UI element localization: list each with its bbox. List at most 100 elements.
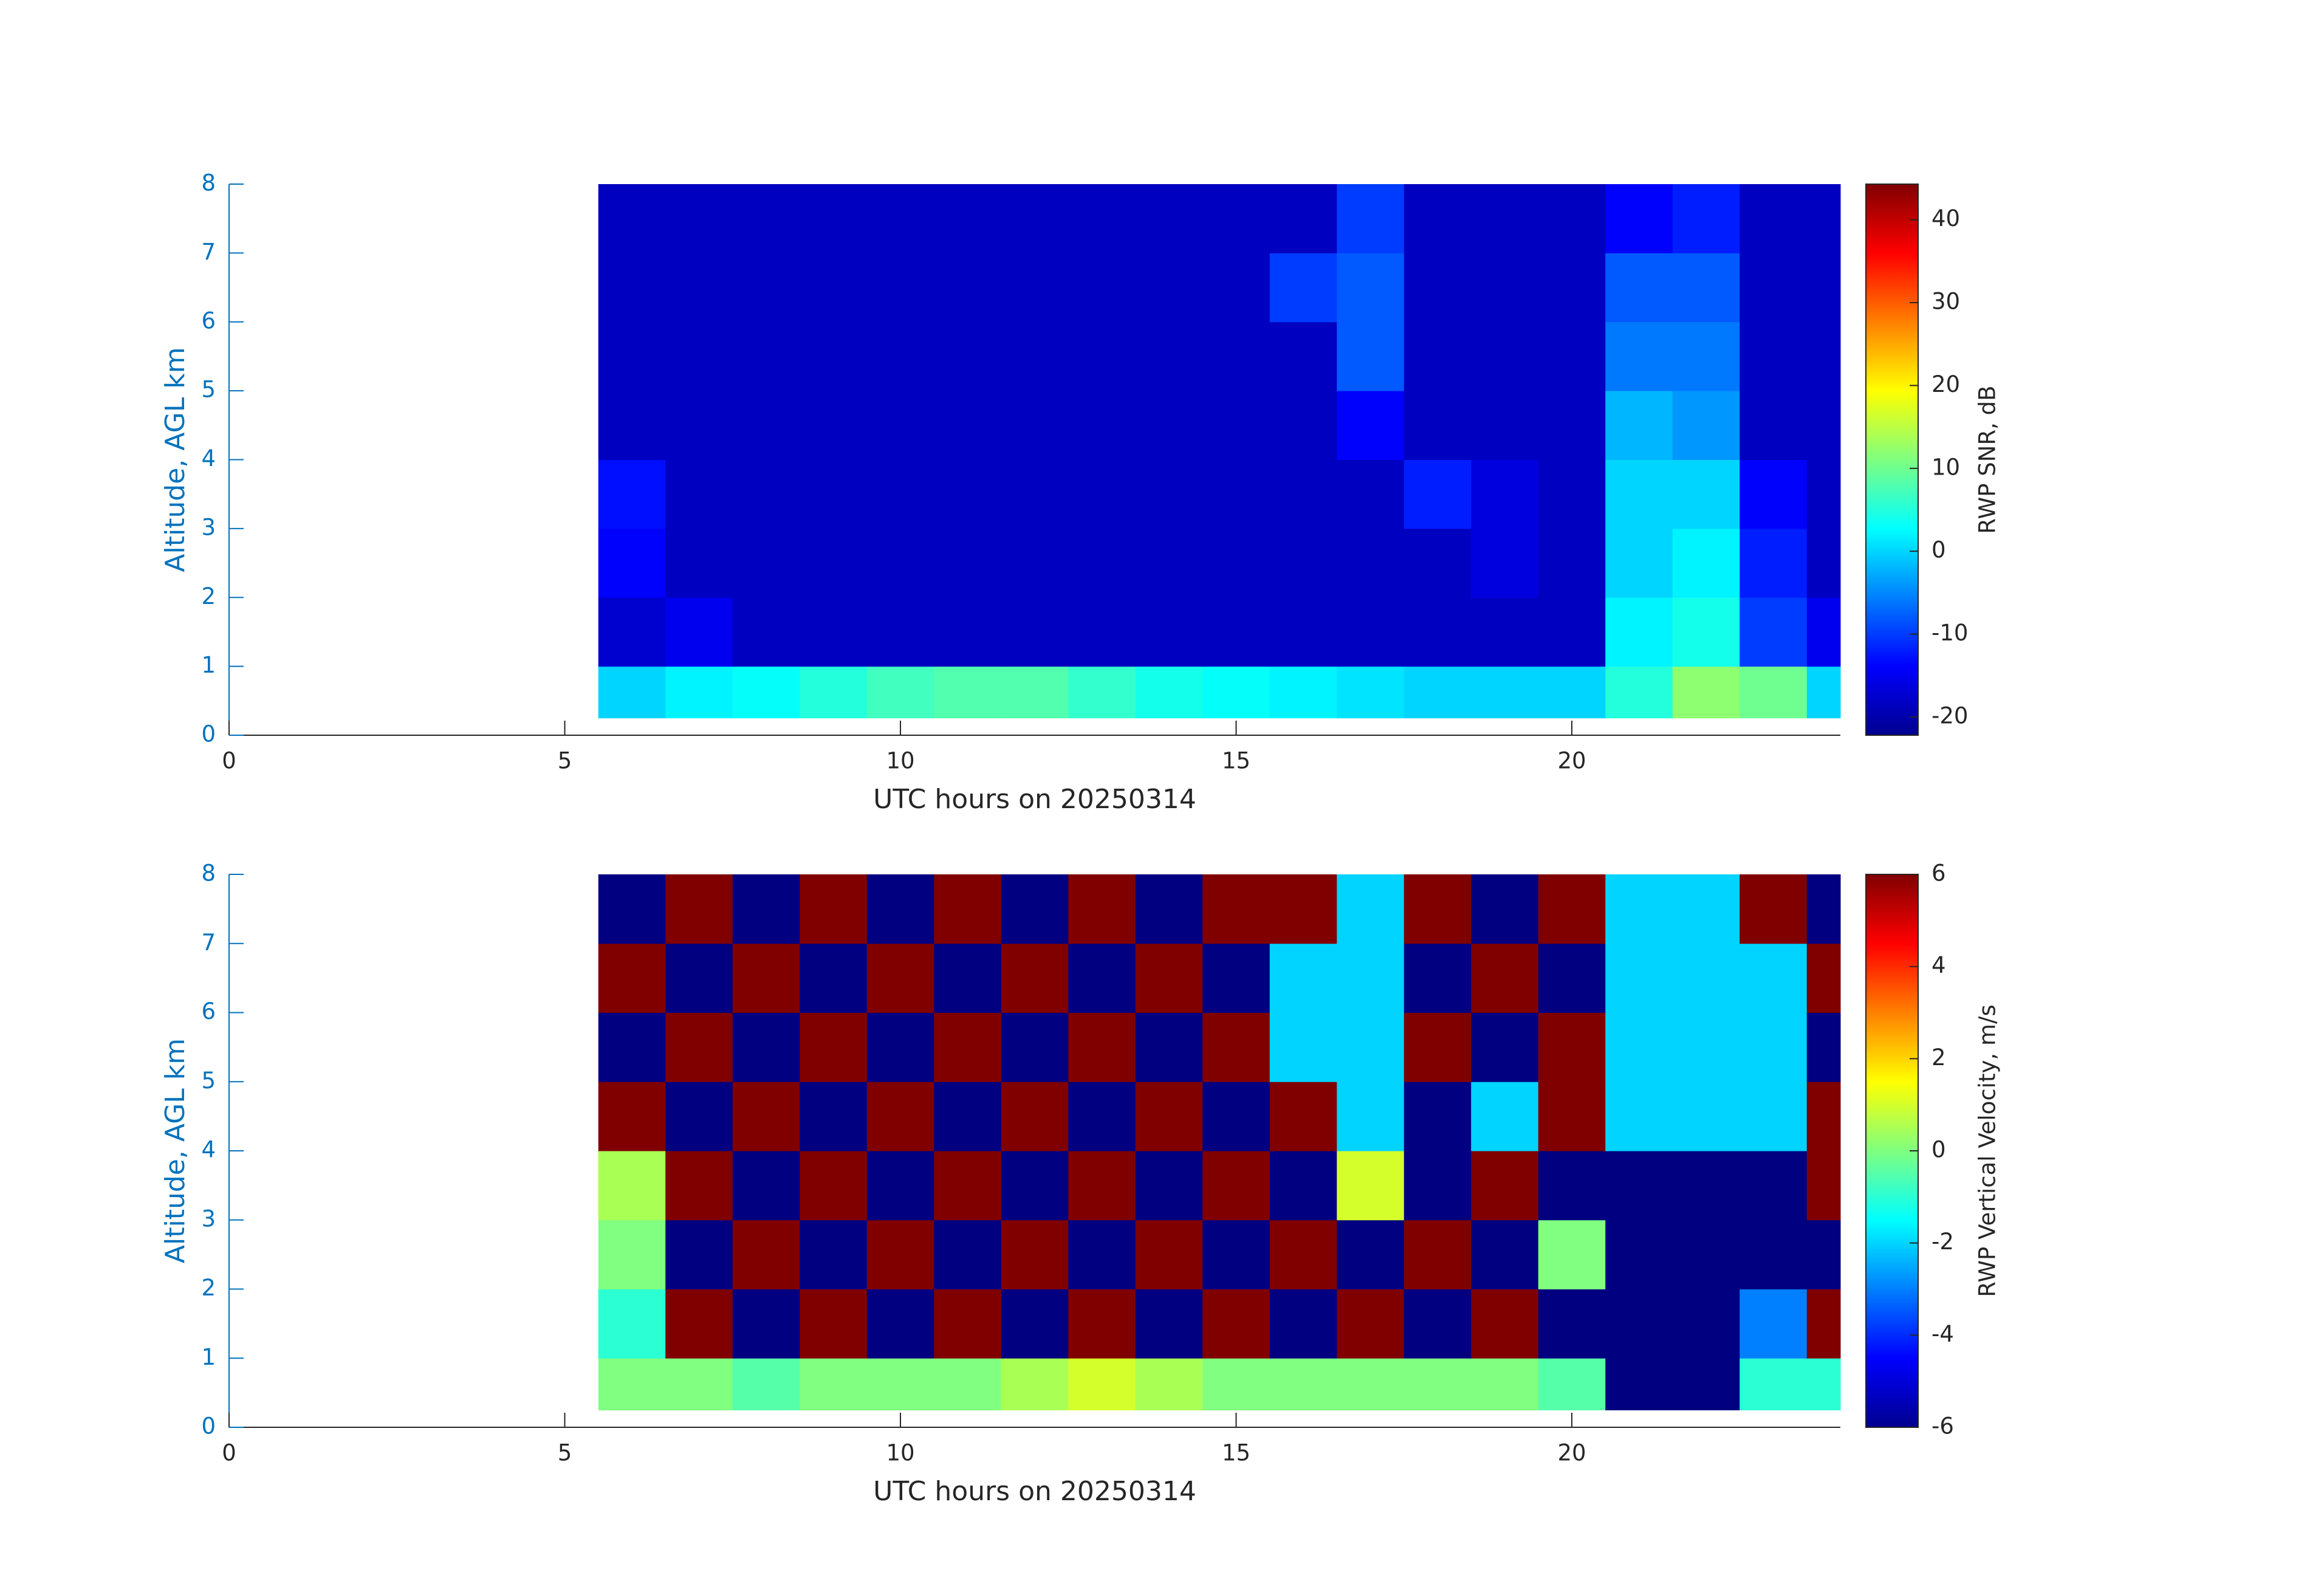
- heatmap-cell: [1068, 1289, 1136, 1359]
- heatmap-cell: [665, 1219, 733, 1289]
- heatmap-cell: [1068, 321, 1136, 391]
- heatmap-cell: [665, 1358, 733, 1411]
- heatmap-cell: [1471, 1082, 1539, 1151]
- heatmap-cell: [1806, 184, 1841, 253]
- heatmap-cell: [1740, 184, 1808, 253]
- x-axis-label: UTC hours on 20250314: [873, 1476, 1196, 1507]
- heatmap-cell: [1269, 666, 1337, 719]
- heatmap-cell: [1337, 1151, 1405, 1221]
- heatmap-cell: [732, 1219, 800, 1289]
- heatmap-cell: [1068, 1358, 1136, 1411]
- heatmap-cell: [1538, 666, 1606, 719]
- heatmap-cell: [800, 943, 868, 1013]
- heatmap-cell: [1404, 1358, 1472, 1411]
- heatmap-cell: [1605, 1289, 1673, 1359]
- y-tick-label: 2: [201, 1275, 216, 1301]
- heatmap-cell: [665, 1012, 733, 1082]
- heatmap-cell: [800, 528, 868, 598]
- heatmap-cell: [1135, 1219, 1203, 1289]
- heatmap-cell: [1806, 874, 1841, 944]
- heatmap-cell: [866, 666, 934, 719]
- heatmap-cell: [1135, 943, 1203, 1013]
- heatmap-cell: [1337, 666, 1405, 719]
- heatmap-cell: [1202, 1151, 1270, 1221]
- heatmap-cell: [1471, 391, 1539, 460]
- heatmap-cell: [732, 1151, 800, 1221]
- heatmap-cell: [1337, 597, 1405, 667]
- heatmap-cell: [800, 1289, 868, 1359]
- heatmap-cell: [1404, 391, 1472, 460]
- heatmap-cell: [1135, 1012, 1203, 1082]
- heatmap-cell: [1202, 597, 1270, 667]
- heatmap-cell: [1672, 184, 1740, 253]
- heatmap-cell: [732, 184, 800, 253]
- heatmap-cell: [1337, 1358, 1405, 1411]
- heatmap-cell: [732, 459, 800, 529]
- y-tick-label: 8: [201, 170, 216, 196]
- heatmap-cell: [1740, 459, 1808, 529]
- heatmap-cell: [1068, 253, 1136, 323]
- heatmap-cell: [1672, 666, 1740, 719]
- heatmap-cell: [1605, 1219, 1673, 1289]
- heatmap-cell: [1806, 1151, 1841, 1221]
- heatmap-cell: [732, 1082, 800, 1151]
- heatmap-cell: [1538, 459, 1606, 529]
- heatmap-cell: [1538, 528, 1606, 598]
- heatmap-cell: [934, 1082, 1002, 1151]
- heatmap-cell: [665, 1289, 733, 1359]
- heatmap-cell: [732, 391, 800, 460]
- heatmap-cell: [1806, 528, 1841, 598]
- heatmap-cell: [1672, 1151, 1740, 1221]
- heatmap-cell: [732, 1358, 800, 1411]
- colorbar-tick-label: -20: [1932, 702, 1968, 729]
- heatmap-cell: [665, 391, 733, 460]
- colorbar-label: RWP SNR, dB: [1975, 385, 2001, 533]
- heatmap-cell: [1135, 391, 1203, 460]
- heatmap-cell: [1605, 874, 1673, 944]
- y-axis-label: Altitude, AGL km: [160, 347, 191, 572]
- heatmap-cell: [1135, 1289, 1203, 1359]
- heatmap-cell: [1605, 943, 1673, 1013]
- heatmap-cell: [1068, 1012, 1136, 1082]
- heatmap-cell: [934, 597, 1002, 667]
- heatmap-cell: [1337, 1012, 1405, 1082]
- heatmap-cell: [1538, 321, 1606, 391]
- heatmap-cell: [1672, 321, 1740, 391]
- heatmap-cell: [1202, 874, 1270, 944]
- heatmap-cell: [665, 459, 733, 529]
- heatmap-cell: [934, 1289, 1002, 1359]
- heatmap-cell: [1135, 184, 1203, 253]
- heatmap-cell: [1672, 1219, 1740, 1289]
- colorbar-tick-label: 6: [1932, 860, 1946, 887]
- heatmap-cell: [665, 874, 733, 944]
- heatmap-cell: [1471, 528, 1539, 598]
- heatmap-cell: [732, 321, 800, 391]
- heatmap-cell: [598, 1289, 666, 1359]
- heatmap-cell: [1001, 597, 1069, 667]
- heatmap-cell: [598, 1082, 666, 1151]
- y-tick-label: 3: [201, 1206, 216, 1232]
- heatmap-cell: [1269, 1151, 1337, 1221]
- heatmap-cell: [1337, 253, 1405, 323]
- heatmap-cell: [800, 666, 868, 719]
- heatmap-cell: [1001, 874, 1069, 944]
- heatmap-cell: [665, 1151, 733, 1221]
- heatmap-cell: [934, 253, 1002, 323]
- heatmap-cell: [1404, 666, 1472, 719]
- heatmap-cell: [800, 597, 868, 667]
- heatmap-cell: [665, 253, 733, 323]
- heatmap-cell: [1001, 1082, 1069, 1151]
- heatmap-cell: [665, 943, 733, 1013]
- heatmap-cell: [598, 321, 666, 391]
- heatmap-cell: [866, 1151, 934, 1221]
- heatmap-cell: [1806, 459, 1841, 529]
- heatmap-cell: [866, 1012, 934, 1082]
- heatmap-cell: [1001, 321, 1069, 391]
- heatmap-cell: [1269, 1082, 1337, 1151]
- heatmap-cell: [1404, 321, 1472, 391]
- heatmap-cell: [732, 666, 800, 719]
- heatmap-cell: [598, 459, 666, 529]
- heatmap-cell: [866, 1358, 934, 1411]
- heatmap-cell: [1269, 1012, 1337, 1082]
